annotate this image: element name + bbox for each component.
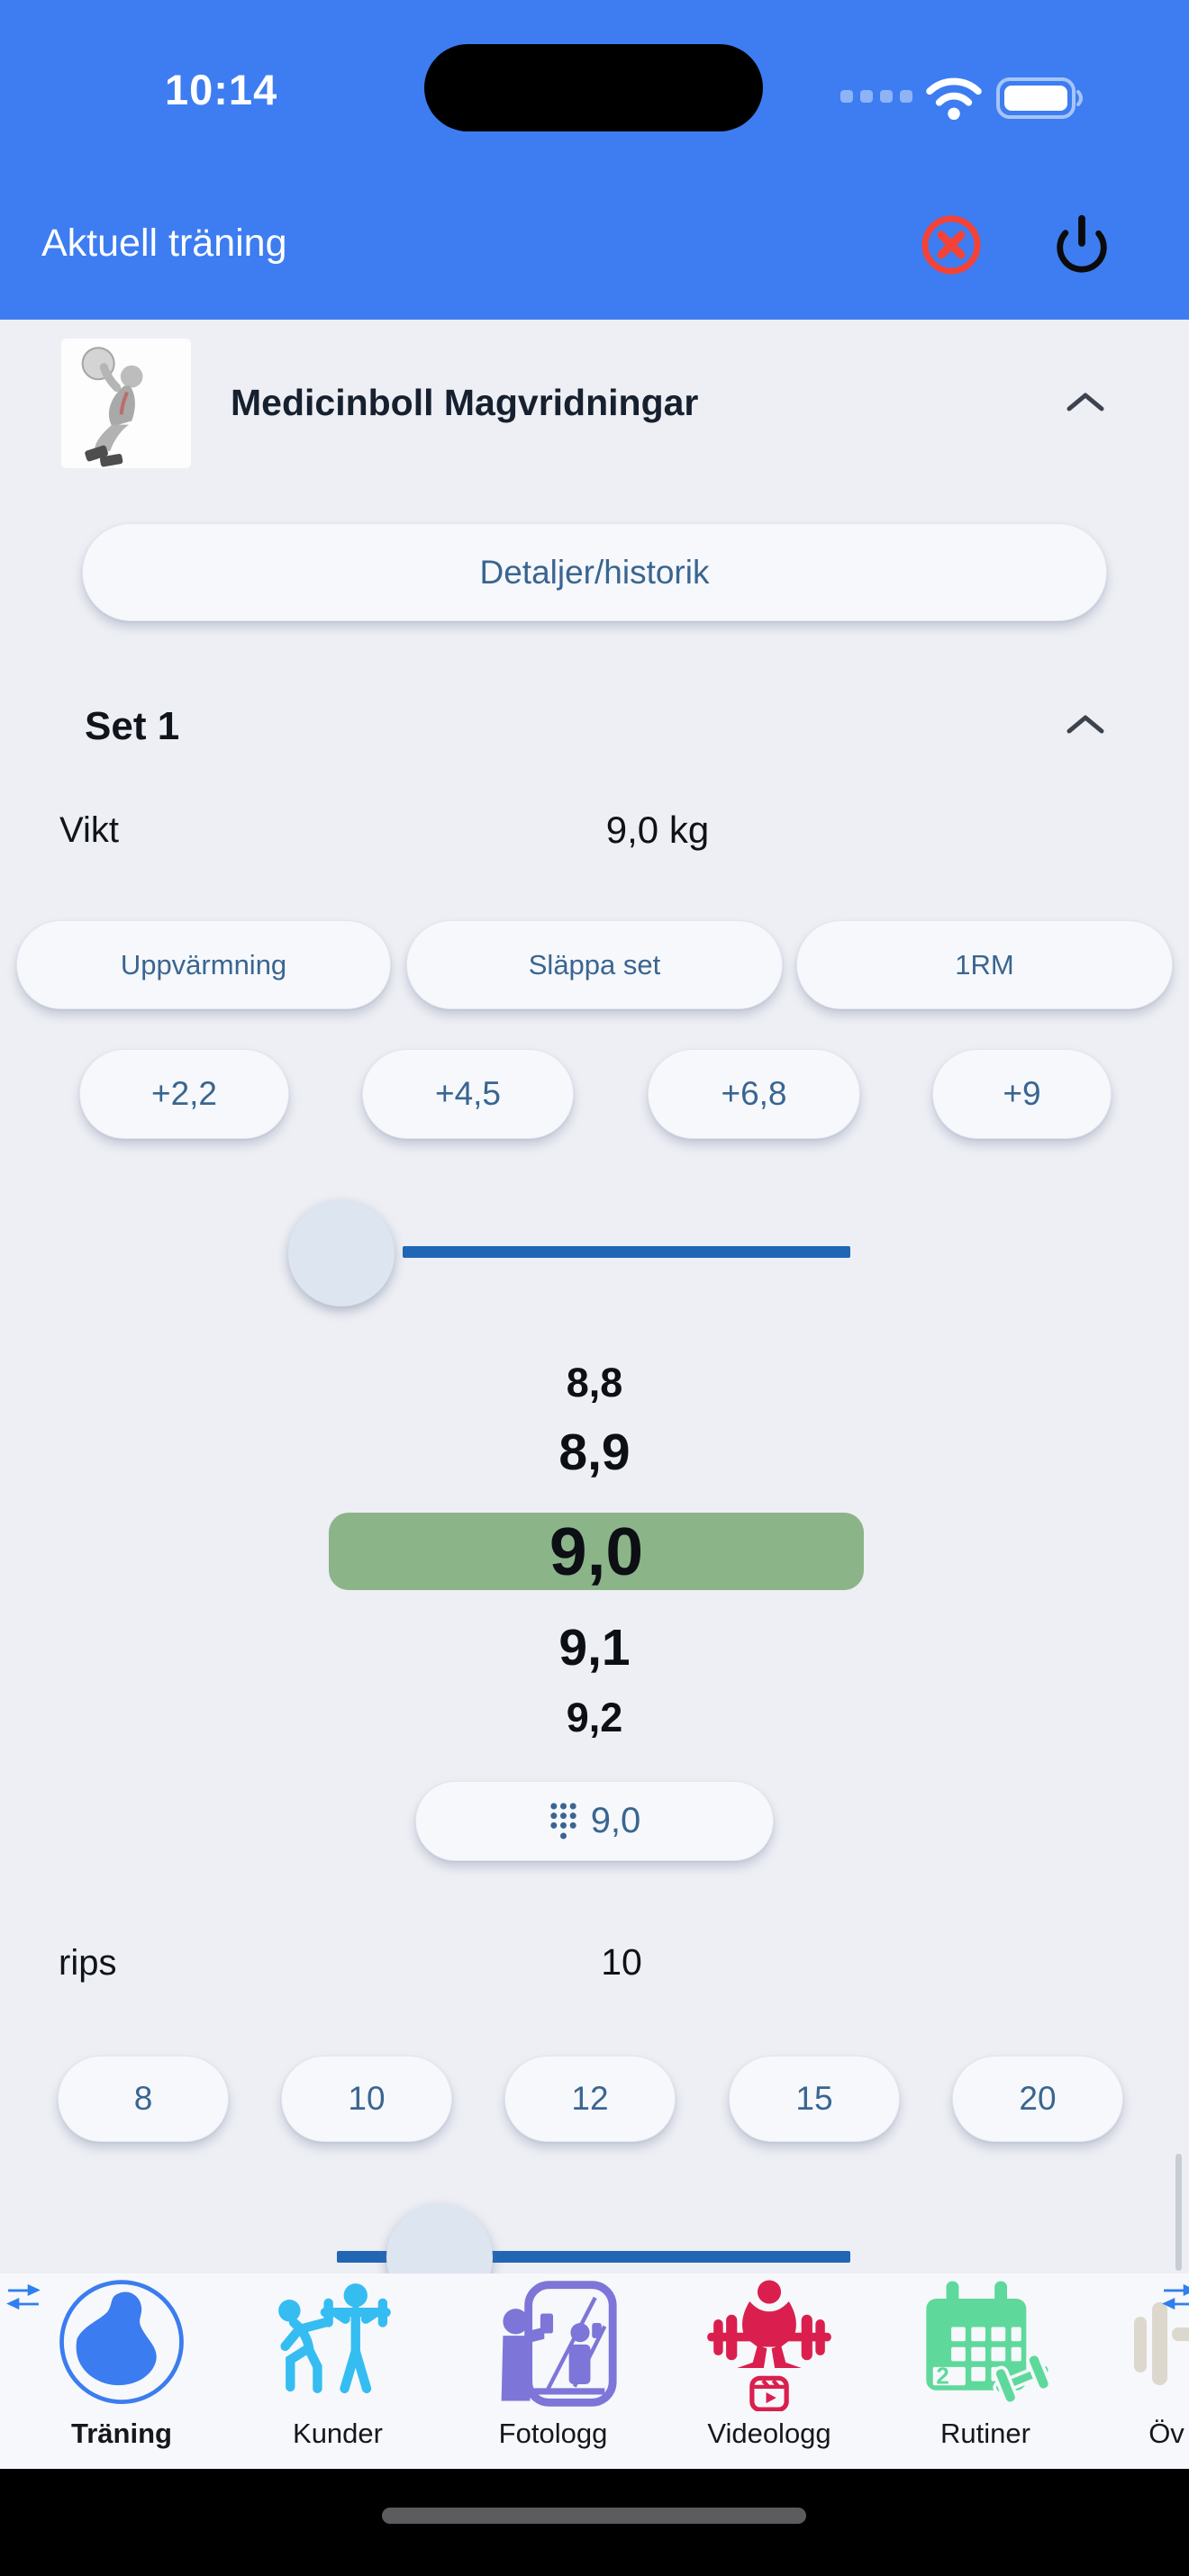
increment-label: +6,8 (721, 1075, 787, 1112)
home-indicator[interactable] (382, 2508, 806, 2524)
reps-preset-label: 8 (133, 2080, 153, 2117)
chevron-up-icon (1066, 715, 1104, 734)
details-history-label: Detaljer/historik (479, 553, 710, 591)
reps-preset-button-8[interactable]: 8 (58, 2056, 229, 2142)
page-title: Aktuell träning (41, 221, 287, 265)
increment-label: +4,5 (434, 1075, 502, 1112)
svg-text:2: 2 (936, 2364, 948, 2389)
bicep-icon (53, 2273, 190, 2414)
tab-rutiner[interactable]: 2 Rutiner (886, 2273, 1085, 2469)
warmup-set-label: Uppvärmning (120, 948, 287, 981)
tab-fotologg[interactable]: Fotologg (454, 2273, 652, 2469)
tab-label: Kunder (293, 2418, 383, 2449)
reps-preset-button-10[interactable]: 10 (281, 2056, 452, 2142)
reps-preset-label: 15 (795, 2080, 833, 2117)
exercise-image[interactable] (61, 339, 191, 468)
tab-label: Videologg (707, 2418, 831, 2449)
scrollbar[interactable] (1175, 2154, 1182, 2271)
reps-preset-button-12[interactable]: 12 (504, 2056, 676, 2142)
close-workout-button[interactable] (919, 212, 984, 282)
reps-preset-label: 10 (348, 2080, 386, 2117)
tab-label: Fotologg (498, 2418, 608, 2449)
wifi-icon (926, 76, 982, 125)
reps-value: 10 (601, 1941, 642, 1983)
calendar-dumbbell-icon: 2 (914, 2273, 1057, 2414)
bottom-system-bar (0, 2469, 1189, 2576)
reps-preset-label: 12 (571, 2080, 609, 2117)
drop-set-button[interactable]: Släppa set (406, 920, 783, 1009)
reps-label: rips (59, 1943, 117, 1983)
trainer-client-icon (266, 2273, 410, 2414)
collapse-exercise-button[interactable] (1064, 391, 1107, 419)
collapse-set-button[interactable] (1064, 713, 1107, 741)
weight-increment-button-1[interactable]: +2,2 (79, 1049, 289, 1139)
weight-increment-button-3[interactable]: +6,8 (648, 1049, 860, 1139)
tab-traning[interactable]: Träning (23, 2273, 221, 2469)
tab-ovningar[interactable]: Öv (1067, 2273, 1189, 2469)
cellular-signal-icon (840, 90, 912, 103)
increment-label: +2,2 (150, 1075, 218, 1112)
weight-picker-option[interactable]: 9,1 (558, 1619, 631, 1677)
weight-increment-button-2[interactable]: +4,5 (362, 1049, 574, 1139)
dynamic-island (424, 44, 763, 131)
tab-videologg[interactable]: Videologg (670, 2273, 868, 2469)
increment-label: +9 (1003, 1075, 1041, 1112)
keypad-value: 9,0 (590, 1801, 641, 1840)
warmup-set-button[interactable]: Uppvärmning (16, 920, 391, 1009)
weight-picker-option[interactable]: 8,9 (558, 1424, 631, 1481)
mirror-selfie-icon (486, 2273, 621, 2414)
weight-value: 9,0 kg (605, 809, 710, 851)
reps-preset-button-15[interactable]: 15 (729, 2056, 900, 2142)
tab-label: Rutiner (940, 2418, 1030, 2449)
dumbbell-icon (1130, 2273, 1189, 2414)
tab-bar: Träning (0, 2273, 1189, 2469)
weight-picker-option[interactable]: 9,2 (566, 1695, 623, 1740)
weight-picker-selected[interactable]: 9,0 (329, 1513, 864, 1590)
power-button[interactable] (1050, 212, 1113, 280)
tab-label: Öv (1148, 2418, 1184, 2449)
battery-icon (996, 77, 1086, 123)
dialpad-icon (550, 1803, 576, 1839)
tab-kunder[interactable]: Kunder (239, 2273, 437, 2469)
tab-label: Träning (71, 2418, 172, 2449)
set-title: Set 1 (85, 704, 180, 748)
one-rep-max-button[interactable]: 1RM (796, 920, 1173, 1009)
details-history-button[interactable]: Detaljer/historik (82, 523, 1107, 621)
deadlift-video-icon (703, 2273, 836, 2414)
tab-scroll-right-icon[interactable] (1160, 2282, 1189, 2316)
power-icon (1057, 222, 1107, 273)
status-time: 10:14 (165, 66, 278, 113)
weight-keypad-button[interactable]: 9,0 (415, 1781, 774, 1861)
weight-slider-track[interactable] (403, 1246, 850, 1258)
weight-label: Vikt (59, 810, 119, 850)
chevron-up-icon (1066, 393, 1104, 411)
drop-set-label: Släppa set (528, 948, 661, 981)
one-rep-max-label: 1RM (955, 948, 1014, 981)
reps-preset-label: 20 (1019, 2080, 1057, 2117)
tab-scroll-left-icon[interactable] (5, 2282, 42, 2316)
reps-preset-button-20[interactable]: 20 (952, 2056, 1123, 2142)
close-icon (937, 230, 966, 259)
weight-picker-option[interactable]: 8,8 (566, 1360, 623, 1406)
weight-increment-button-4[interactable]: +9 (932, 1049, 1112, 1139)
exercise-name: Medicinboll Magvridningar (231, 382, 699, 423)
header-area: 10:14 Aktuell träning (0, 0, 1189, 320)
weight-slider-thumb[interactable] (288, 1200, 395, 1306)
